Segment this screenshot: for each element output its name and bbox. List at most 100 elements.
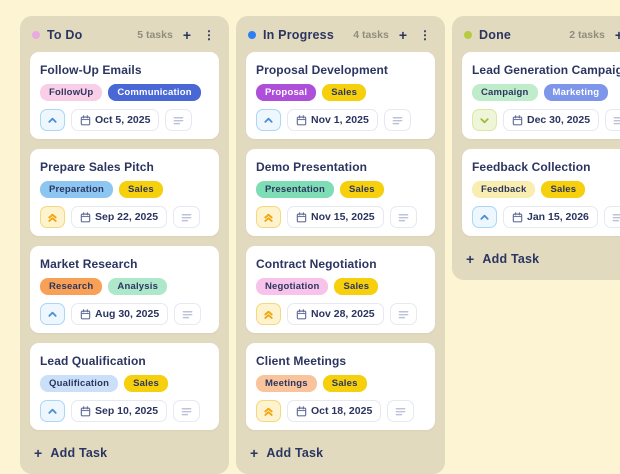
add-card-button[interactable]: +	[180, 28, 194, 42]
add-task-button[interactable]: + Add Task	[462, 246, 543, 272]
due-date-chip[interactable]: Oct 18, 2025	[287, 400, 382, 422]
add-card-button[interactable]: +	[396, 28, 410, 42]
notes-button[interactable]	[605, 109, 620, 131]
due-date-chip[interactable]: Oct 5, 2025	[71, 109, 160, 131]
task-card[interactable]: Feedback Collection Feedback Sales Jan 1…	[462, 149, 620, 236]
notes-icon	[181, 407, 192, 415]
calendar-icon	[80, 308, 91, 319]
tag-list: Research Analysis	[40, 278, 209, 295]
tag: Proposal	[256, 84, 317, 101]
due-date-chip[interactable]: Nov 1, 2025	[287, 109, 378, 131]
task-title: Prepare Sales Pitch	[40, 160, 154, 174]
notes-icon	[398, 213, 408, 221]
priority-button[interactable]	[256, 109, 281, 131]
calendar-icon	[80, 114, 91, 125]
task-card[interactable]: Client Meetings Meetings Sales Oct 18, 2…	[246, 343, 435, 430]
task-card[interactable]: Contract Negotiation Negotiation Sales N…	[246, 246, 435, 333]
chevron-up-icon	[48, 408, 57, 414]
card-footer: Sep 22, 2025	[40, 206, 209, 228]
notes-icon	[398, 310, 408, 318]
due-date-chip[interactable]: Nov 15, 2025	[287, 206, 384, 228]
tag-list: Campaign Marketing	[472, 84, 620, 101]
notes-button[interactable]	[383, 109, 411, 131]
add-task-button[interactable]: + Add Task	[30, 440, 111, 466]
task-card[interactable]: Follow-Up Emails FollowUp Communication …	[30, 52, 219, 139]
priority-button[interactable]	[40, 400, 65, 422]
add-task-button[interactable]: + Add Task	[246, 440, 327, 466]
kanban-column-todo: To Do 5 tasks + ⋮ Follow-Up Emails Follo…	[20, 16, 229, 474]
chevron-down-icon	[480, 117, 489, 123]
tag: Communication	[108, 84, 201, 101]
tag: Analysis	[108, 278, 168, 295]
chevrons-up-icon	[48, 213, 57, 222]
calendar-icon	[296, 211, 307, 222]
priority-button[interactable]	[256, 303, 281, 325]
notes-button[interactable]	[389, 303, 417, 325]
priority-button[interactable]	[40, 303, 65, 325]
priority-button[interactable]	[472, 206, 497, 228]
column-menu-button[interactable]: ⋮	[203, 28, 215, 42]
column-task-count: 4 tasks	[353, 29, 389, 41]
notes-button[interactable]	[165, 109, 193, 131]
column-menu-button[interactable]: ⋮	[419, 28, 431, 42]
calendar-icon	[296, 405, 307, 416]
due-date-chip[interactable]: Dec 30, 2025	[503, 109, 600, 131]
due-date: Oct 5, 2025	[95, 114, 151, 126]
column-status-dot	[464, 31, 472, 39]
tag: Sales	[339, 181, 384, 198]
due-date-chip[interactable]: Nov 28, 2025	[287, 303, 384, 325]
tag-list: Presentation Sales	[256, 181, 425, 198]
due-date: Nov 1, 2025	[311, 114, 369, 126]
due-date: Nov 28, 2025	[311, 308, 375, 320]
notes-icon	[392, 116, 403, 124]
chevron-up-icon	[264, 117, 273, 123]
task-title: Proposal Development	[256, 63, 389, 77]
chevron-up-icon	[480, 214, 489, 220]
notes-button[interactable]	[603, 206, 620, 228]
add-card-button[interactable]: +	[612, 28, 620, 42]
task-card[interactable]: Lead Qualification Qualification Sales S…	[30, 343, 219, 430]
due-date-chip[interactable]: Sep 10, 2025	[71, 400, 168, 422]
tag-list: Meetings Sales	[256, 375, 425, 392]
notes-button[interactable]	[389, 206, 417, 228]
priority-button[interactable]	[472, 109, 497, 131]
card-footer: Aug 30, 2025	[40, 303, 209, 325]
calendar-icon	[512, 114, 523, 125]
task-title: Contract Negotiation	[256, 257, 377, 271]
card-footer: Sep 10, 2025	[40, 400, 209, 422]
task-card[interactable]: Demo Presentation Presentation Sales Nov…	[246, 149, 435, 236]
tag: Research	[40, 278, 103, 295]
due-date-chip[interactable]: Sep 22, 2025	[71, 206, 168, 228]
notes-button[interactable]	[174, 303, 202, 325]
priority-button[interactable]	[40, 206, 65, 228]
column-status-dot	[32, 31, 40, 39]
tag-list: Proposal Sales	[256, 84, 425, 101]
task-title: Follow-Up Emails	[40, 63, 142, 77]
notes-button[interactable]	[173, 400, 201, 422]
task-title: Demo Presentation	[256, 160, 368, 174]
task-card[interactable]: Prepare Sales Pitch Preparation Sales Se…	[30, 149, 219, 236]
task-card[interactable]: Proposal Development Proposal Sales Nov …	[246, 52, 435, 139]
priority-button[interactable]	[256, 400, 281, 422]
priority-button[interactable]	[256, 206, 281, 228]
column-header: To Do 5 tasks + ⋮	[30, 24, 219, 52]
tag: Meetings	[256, 375, 317, 392]
tag: Sales	[541, 181, 586, 198]
chevron-up-icon	[48, 117, 57, 123]
task-card[interactable]: Market Research Research Analysis Aug 30…	[30, 246, 219, 333]
add-task-label: Add Task	[266, 446, 324, 460]
notes-button[interactable]	[173, 206, 201, 228]
priority-button[interactable]	[40, 109, 65, 131]
notes-icon	[395, 407, 406, 415]
notes-button[interactable]	[387, 400, 415, 422]
notes-icon	[181, 213, 192, 221]
tag: Sales	[322, 375, 367, 392]
task-card[interactable]: Lead Generation Campaign Campaign Market…	[462, 52, 620, 139]
tag: Sales	[334, 278, 379, 295]
due-date-chip[interactable]: Jan 15, 2026	[503, 206, 598, 228]
due-date-chip[interactable]: Aug 30, 2025	[71, 303, 169, 325]
tag-list: Negotiation Sales	[256, 278, 425, 295]
notes-icon	[174, 116, 184, 124]
task-title: Market Research	[40, 257, 138, 271]
tag: Negotiation	[256, 278, 329, 295]
